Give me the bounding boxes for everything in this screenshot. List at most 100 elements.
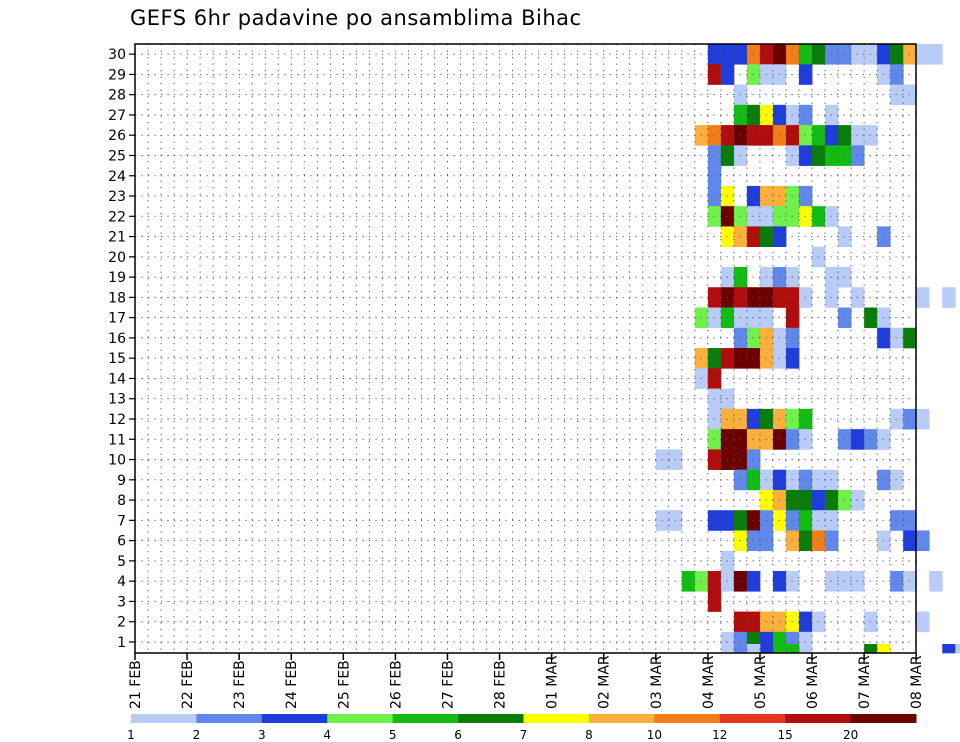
legend-swatch-12 bbox=[850, 714, 917, 723]
cell-row26-col50 bbox=[786, 125, 800, 146]
y-tick-label: 15 bbox=[108, 351, 126, 367]
y-tick-label: 5 bbox=[117, 554, 126, 570]
y-tick-label: 16 bbox=[108, 331, 126, 347]
cell-row11-col55 bbox=[851, 429, 865, 450]
cell-row0-col47 bbox=[746, 644, 761, 654]
x-tick-label: 07 MAR bbox=[857, 655, 873, 709]
legend-label: 8 bbox=[585, 728, 593, 742]
cell-row12-col50 bbox=[786, 408, 800, 430]
cell-row30-col56 bbox=[864, 44, 878, 65]
cell-row17-col50 bbox=[786, 307, 800, 329]
x-tick-label: 08 MAR bbox=[909, 655, 925, 709]
x-tick-label: 04 MAR bbox=[701, 655, 717, 709]
y-tick-label: 8 bbox=[117, 493, 126, 509]
cell-row18-col53 bbox=[825, 287, 839, 308]
cell-row22-col53 bbox=[825, 206, 839, 227]
x-tick-label: 25 FEB bbox=[336, 660, 352, 709]
cell-row26-col54 bbox=[838, 125, 852, 146]
cell-row16-col57 bbox=[877, 327, 891, 349]
cell-row11-col50 bbox=[786, 429, 800, 450]
cell-row28-col58 bbox=[890, 84, 904, 106]
legend-swatch-3 bbox=[261, 714, 328, 723]
x-tick-label: 28 FEB bbox=[493, 660, 509, 709]
cell-row12-col59 bbox=[903, 408, 917, 430]
y-tick-label: 27 bbox=[108, 108, 126, 124]
cell-row0-col56 bbox=[864, 644, 878, 654]
cell-row30-col50 bbox=[786, 44, 800, 65]
x-tick-label: 02 MAR bbox=[597, 655, 613, 709]
cell-row23-col51 bbox=[799, 185, 813, 207]
cell-row25-col52 bbox=[812, 145, 826, 166]
cell-row11-col51 bbox=[799, 429, 813, 450]
cell-row30-col59 bbox=[903, 44, 917, 65]
cell-row25-col54 bbox=[838, 145, 852, 166]
cell-row22-col51 bbox=[799, 206, 813, 227]
cell-row1-col51 bbox=[799, 631, 813, 653]
y-tick-label: 24 bbox=[108, 169, 126, 185]
x-tick-label: 06 MAR bbox=[805, 655, 821, 709]
cell-row0-col63 bbox=[955, 644, 960, 654]
cell-row0-col57 bbox=[877, 644, 891, 654]
cell-row2-col52 bbox=[812, 611, 826, 633]
cell-row26-col53 bbox=[825, 125, 839, 146]
y-tick-label: 21 bbox=[108, 230, 126, 246]
x-tick-label: 05 MAR bbox=[753, 655, 769, 709]
x-tick-label: 27 FEB bbox=[440, 660, 456, 709]
cell-row7-col53 bbox=[825, 510, 839, 531]
cell-row30-col60 bbox=[916, 44, 930, 65]
cell-row0-col50 bbox=[786, 644, 800, 654]
cell-row11-col54 bbox=[838, 429, 852, 450]
cell-row27-col51 bbox=[799, 104, 813, 126]
cell-row22-col52 bbox=[812, 206, 826, 227]
cell-row23-col50 bbox=[786, 185, 800, 207]
y-tick-label: 13 bbox=[108, 392, 126, 408]
x-tick-label: 26 FEB bbox=[388, 660, 404, 709]
cell-row21-col57 bbox=[877, 226, 891, 247]
cell-row30-col54 bbox=[838, 44, 852, 65]
y-tick-label: 23 bbox=[108, 189, 126, 205]
cell-row6-col60 bbox=[916, 530, 930, 552]
cell-row25-col55 bbox=[851, 145, 865, 166]
legend-swatch-8 bbox=[588, 714, 655, 723]
y-tick-label: 20 bbox=[108, 250, 126, 266]
x-tick-label: 24 FEB bbox=[284, 660, 300, 709]
cell-row16-col59 bbox=[903, 327, 917, 349]
cell-row17-col56 bbox=[864, 307, 878, 329]
legend-swatch-4 bbox=[327, 714, 394, 723]
legend-label: 15 bbox=[778, 728, 793, 742]
legend-label: 3 bbox=[258, 728, 266, 742]
y-tick-label: 7 bbox=[117, 513, 126, 529]
legend-label: 5 bbox=[389, 728, 397, 742]
cell-row22-col50 bbox=[786, 206, 800, 227]
cell-row6-col57 bbox=[877, 530, 891, 552]
y-tick-label: 19 bbox=[108, 270, 126, 286]
cell-row30-col58 bbox=[890, 44, 904, 65]
cell-row26-col51 bbox=[799, 125, 813, 146]
cell-row2-col50 bbox=[786, 611, 800, 633]
cell-row0-col62 bbox=[942, 644, 956, 654]
legend-label: 7 bbox=[520, 728, 528, 742]
y-tick-label: 17 bbox=[108, 311, 126, 327]
cell-row29-col57 bbox=[877, 64, 891, 85]
cell-row12-col60 bbox=[916, 408, 930, 430]
cell-row15-col50 bbox=[786, 348, 800, 369]
y-tick-label: 2 bbox=[117, 615, 126, 631]
y-axis: 1234567891011121314151617181920212223242… bbox=[108, 47, 135, 651]
cell-row6-col51 bbox=[799, 530, 813, 552]
cell-row18-col50 bbox=[786, 287, 800, 308]
cell-row7-col50 bbox=[786, 510, 800, 531]
cell-row19-col54 bbox=[838, 266, 852, 288]
cell-row6-col59 bbox=[903, 530, 917, 552]
cell-row18-col51 bbox=[799, 287, 813, 308]
legend-swatch-5 bbox=[392, 714, 459, 723]
y-tick-label: 6 bbox=[117, 534, 126, 550]
y-tick-label: 9 bbox=[117, 473, 126, 489]
cell-row6-col50 bbox=[786, 530, 800, 552]
x-tick-label: 21 FEB bbox=[128, 660, 144, 709]
y-tick-label: 22 bbox=[108, 209, 126, 225]
cell-row2-col60 bbox=[916, 611, 930, 633]
cell-row18-col62 bbox=[942, 287, 956, 308]
cell-row30-col52 bbox=[812, 44, 826, 65]
cell-row12-col51 bbox=[799, 408, 813, 430]
